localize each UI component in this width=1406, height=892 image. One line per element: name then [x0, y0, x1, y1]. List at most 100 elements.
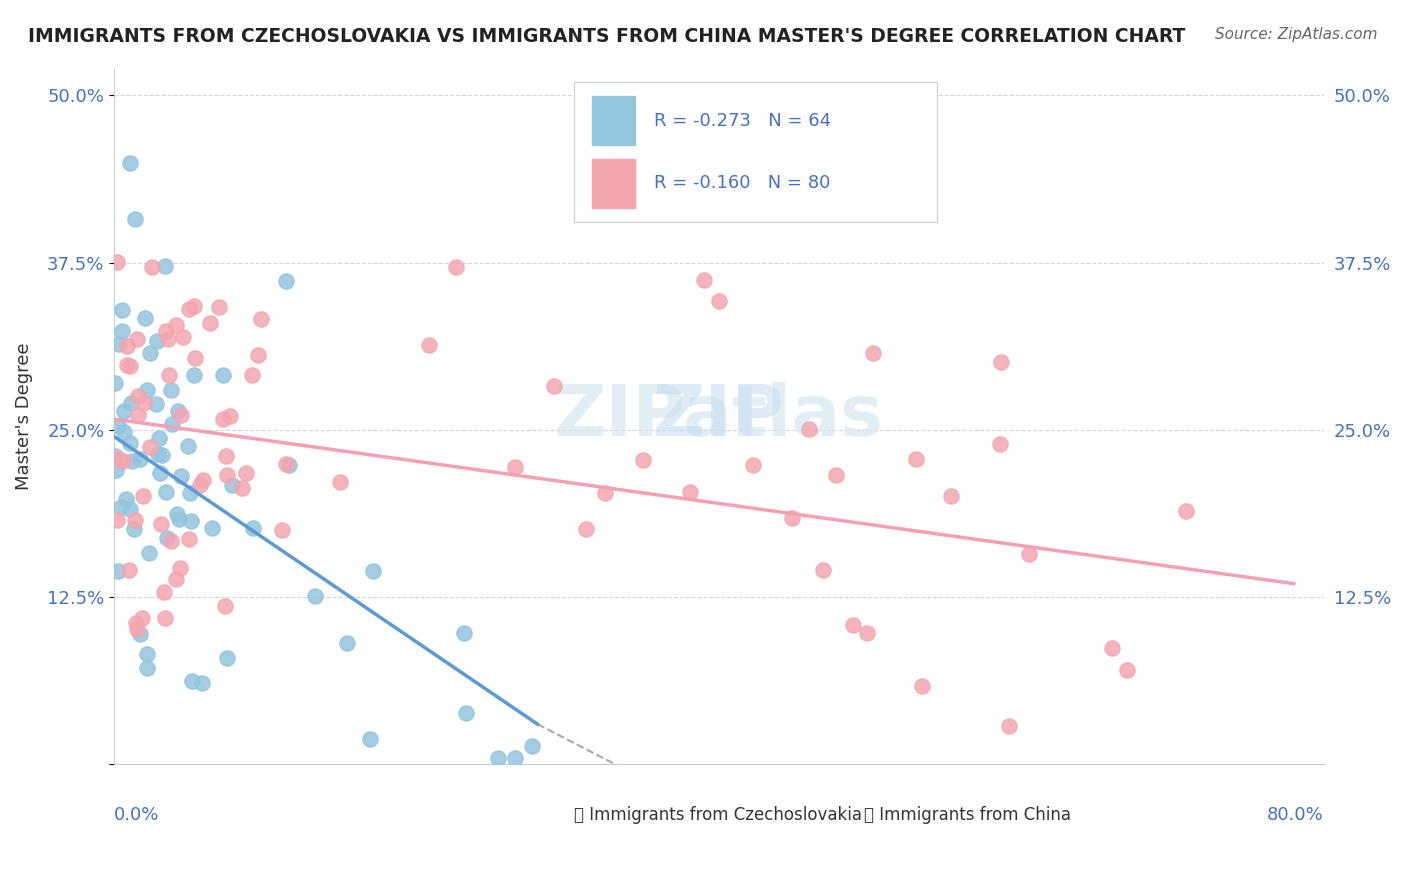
Point — [125, 615, 148, 630]
Point — [166, 508, 188, 522]
Point — [741, 458, 763, 472]
Point — [124, 211, 146, 226]
Text: ZIPatlas: ZIPatlas — [554, 382, 884, 450]
Point — [824, 467, 846, 482]
Point — [149, 517, 172, 532]
Point — [208, 301, 231, 315]
Text: ZIP: ZIP — [652, 382, 785, 450]
Point — [1175, 503, 1198, 517]
Point — [575, 523, 598, 537]
Point — [1101, 640, 1123, 655]
Point — [148, 431, 170, 445]
Point — [172, 329, 194, 343]
Point — [503, 750, 526, 764]
Point — [145, 397, 167, 411]
Point — [118, 156, 141, 170]
Point — [127, 389, 149, 403]
Point — [180, 673, 202, 688]
Point — [679, 484, 702, 499]
Point — [329, 475, 352, 489]
Point — [122, 522, 145, 536]
Point — [595, 486, 617, 500]
Point — [118, 436, 141, 450]
Point — [152, 584, 174, 599]
Point — [150, 449, 173, 463]
Point — [155, 610, 177, 624]
Point — [278, 458, 301, 472]
Point — [231, 481, 253, 495]
Point — [105, 462, 128, 476]
Point — [799, 422, 821, 436]
Point — [169, 561, 191, 575]
Point — [221, 477, 243, 491]
Point — [246, 348, 269, 362]
Point — [135, 661, 157, 675]
Point — [105, 513, 128, 527]
Point — [235, 466, 257, 480]
Point — [240, 368, 263, 383]
Point — [486, 750, 509, 764]
Point — [170, 408, 193, 422]
Point — [304, 590, 326, 604]
Point — [170, 468, 193, 483]
Point — [813, 564, 835, 578]
Point — [111, 303, 134, 318]
Point — [108, 337, 131, 351]
Point — [939, 490, 962, 504]
Point — [153, 259, 176, 273]
Point — [177, 302, 200, 317]
Point — [112, 404, 135, 418]
Point — [146, 334, 169, 348]
Point — [250, 311, 273, 326]
Point — [274, 274, 297, 288]
Point — [212, 412, 235, 426]
Point — [453, 626, 475, 640]
Point — [180, 514, 202, 528]
Point — [112, 454, 135, 468]
Point — [159, 533, 181, 548]
Point — [191, 473, 214, 487]
Point — [114, 492, 136, 507]
Point — [522, 739, 544, 753]
Point — [214, 599, 236, 613]
Point — [709, 294, 731, 309]
Point — [418, 338, 440, 352]
Point — [155, 485, 177, 500]
Point — [128, 451, 150, 466]
Point — [110, 500, 132, 514]
Point — [183, 300, 205, 314]
Point — [105, 255, 128, 269]
Point — [910, 679, 932, 693]
Text: 0.0%: 0.0% — [114, 806, 159, 824]
Point — [215, 468, 238, 483]
Point — [160, 417, 183, 431]
Point — [104, 376, 127, 391]
Point — [136, 647, 159, 661]
Point — [188, 477, 211, 491]
Point — [157, 332, 180, 346]
Point — [117, 339, 139, 353]
Point — [125, 332, 148, 346]
Point — [856, 625, 879, 640]
Point — [157, 368, 180, 382]
Point — [167, 512, 190, 526]
Point — [118, 563, 141, 577]
Text: ⬜ Immigrants from China: ⬜ Immigrants from China — [865, 806, 1071, 824]
Point — [120, 395, 142, 409]
Point — [191, 676, 214, 690]
Point — [988, 437, 1011, 451]
Point — [148, 467, 170, 481]
Point — [166, 404, 188, 418]
Point — [124, 513, 146, 527]
Point — [108, 452, 131, 467]
Point — [156, 532, 179, 546]
Point — [444, 260, 467, 274]
Point — [183, 368, 205, 382]
Point — [276, 457, 298, 471]
Point — [361, 564, 384, 578]
Point — [841, 618, 863, 632]
Point — [456, 706, 478, 720]
Point — [1115, 663, 1137, 677]
Point — [160, 383, 183, 397]
Text: Source: ZipAtlas.com: Source: ZipAtlas.com — [1215, 27, 1378, 42]
